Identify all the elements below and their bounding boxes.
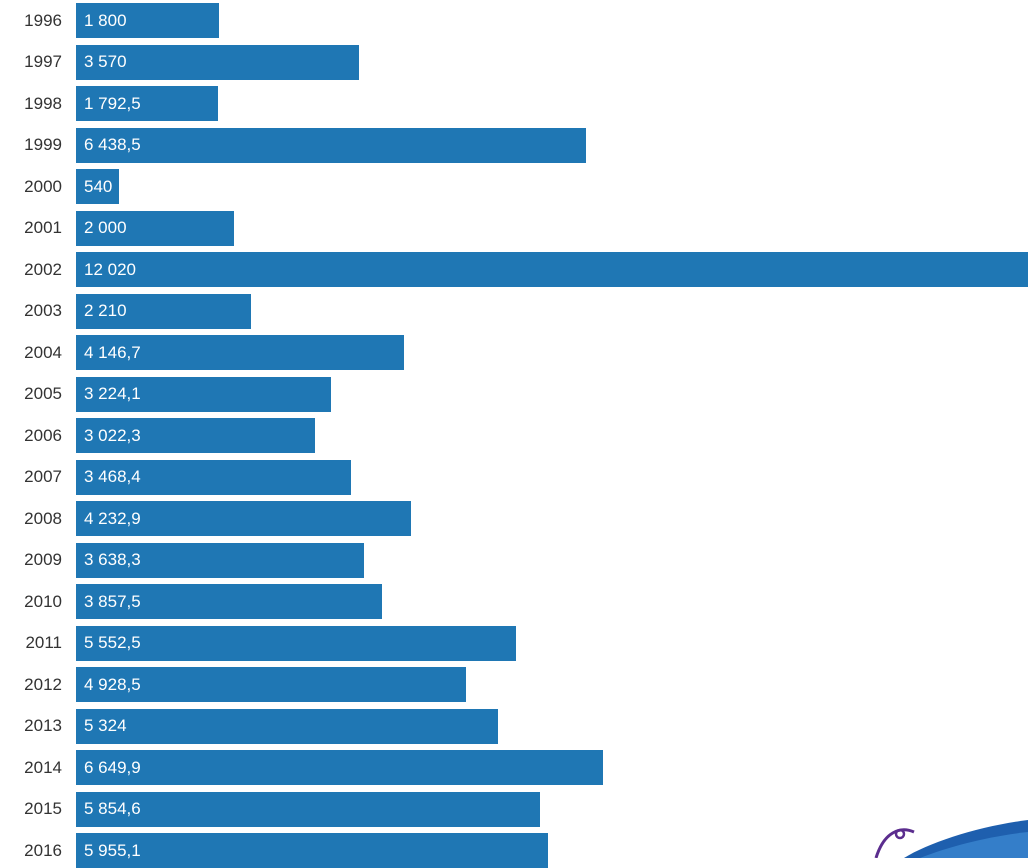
value-label-2011: 5 552,5 — [84, 633, 141, 652]
bar-2012 — [76, 667, 467, 702]
bar-2002 — [76, 252, 1028, 287]
year-label-1998: 1998 — [24, 93, 62, 113]
value-label-1996: 1 800 — [84, 10, 127, 30]
value-label-2007: 3 468,4 — [84, 467, 141, 486]
year-label-2008: 2008 — [24, 508, 62, 528]
value-label-2013: 5 324 — [84, 716, 127, 735]
value-label-2015: 5 854,6 — [84, 799, 141, 818]
year-label-1997: 1997 — [24, 52, 62, 71]
value-label-2012: 4 928,5 — [84, 674, 141, 694]
bird-wing-logo-icon — [874, 820, 1028, 858]
year-label-2007: 2007 — [24, 467, 62, 486]
year-label-1999: 1999 — [24, 135, 62, 154]
bar-2007 — [76, 459, 351, 495]
bar-2004 — [76, 335, 405, 370]
value-label-2006: 3 022,3 — [84, 425, 141, 445]
year-label-1996: 1996 — [24, 10, 62, 30]
year-label-2009: 2009 — [24, 550, 62, 569]
year-label-2004: 2004 — [24, 342, 62, 362]
value-label-2016: 5 955,1 — [84, 840, 141, 860]
bar-2015 — [76, 791, 540, 827]
bar-1997 — [76, 44, 359, 80]
value-label-2005: 3 224,1 — [84, 384, 141, 403]
year-label-2006: 2006 — [24, 425, 62, 445]
bar-2008 — [76, 501, 412, 536]
bar-2013 — [76, 708, 498, 744]
year-label-2013: 2013 — [24, 716, 62, 735]
year-label-2000: 2000 — [24, 176, 62, 196]
year-label-2012: 2012 — [24, 674, 62, 694]
bar-2003 — [76, 293, 252, 329]
value-label-1997: 3 570 — [84, 52, 127, 71]
bar-2011 — [76, 625, 516, 661]
year-label-2016: 2016 — [24, 840, 62, 860]
bar-1999 — [76, 127, 586, 163]
value-label-2009: 3 638,3 — [84, 550, 141, 569]
year-label-2001: 2001 — [24, 218, 62, 237]
value-label-1998: 1 792,5 — [84, 93, 141, 113]
value-label-2004: 4 146,7 — [84, 342, 141, 362]
value-label-1999: 6 438,5 — [84, 135, 141, 154]
year-label-2005: 2005 — [24, 384, 62, 403]
bar-1998 — [76, 86, 218, 121]
bar-2016 — [76, 833, 548, 868]
value-label-2002: 12 020 — [84, 259, 136, 279]
bar-2009 — [76, 542, 365, 578]
bar-2014 — [76, 750, 603, 785]
value-label-2001: 2 000 — [84, 218, 127, 237]
year-label-2002: 2002 — [24, 259, 62, 279]
bar-2001 — [76, 210, 235, 246]
value-label-2008: 4 232,9 — [84, 508, 141, 528]
year-label-2015: 2015 — [24, 799, 62, 818]
value-label-2000: 540 — [84, 176, 113, 196]
value-label-2014: 6 649,9 — [84, 757, 141, 777]
year-label-2014: 2014 — [24, 757, 62, 777]
bar-1996 — [76, 3, 219, 38]
bar-2006 — [76, 418, 316, 453]
year-label-2010: 2010 — [24, 591, 62, 611]
bar-2000 — [76, 169, 119, 204]
value-label-2003: 2 210 — [84, 301, 127, 320]
year-label-2011: 2011 — [25, 633, 62, 652]
bar-2005 — [76, 376, 332, 412]
year-label-2003: 2003 — [24, 301, 62, 320]
bar-2010 — [76, 584, 382, 619]
value-label-2010: 3 857,5 — [84, 591, 141, 611]
